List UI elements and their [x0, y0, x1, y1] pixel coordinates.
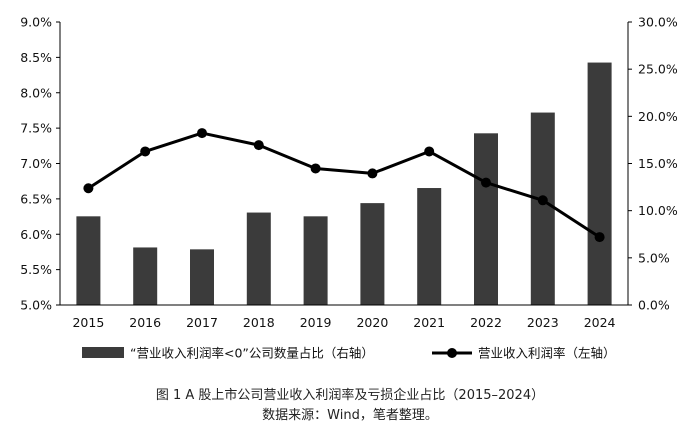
right-axis-tick-label: 5.0%	[638, 250, 670, 265]
x-axis-tick-label: 2015	[72, 315, 104, 330]
left-axis-tick-label: 7.0%	[20, 156, 52, 171]
line-point-2023	[537, 195, 548, 206]
line-point-2017	[197, 128, 207, 139]
line-point-2018	[253, 140, 264, 151]
line-point-2020	[367, 168, 378, 179]
bar-2018	[246, 212, 271, 305]
bar-2024	[587, 62, 612, 306]
left-axis-tick-label: 8.0%	[20, 85, 52, 100]
legend-bar-swatch	[82, 347, 124, 358]
x-axis-tick-label: 2016	[129, 315, 161, 330]
figure-source-note: 数据来源：Wind，笔者整理。	[262, 408, 438, 423]
figure-caption: 图 1 A 股上市公司营业收入利润率及亏损企业占比（2015–2024）	[155, 388, 545, 403]
bar-2016	[133, 247, 158, 305]
line-series-path	[87, 131, 601, 239]
right-axis-tick-label: 30.0%	[638, 15, 678, 30]
legend-line-label: 营业收入利润率（左轴）	[478, 346, 616, 361]
line-point-2015	[83, 183, 94, 194]
left-axis-tick-label: 5.5%	[20, 262, 52, 277]
left-axis-tick-label: 6.5%	[20, 191, 52, 206]
bar-2022	[474, 133, 498, 305]
x-axis-tick-label: 2018	[243, 315, 275, 330]
bar-2023	[530, 112, 555, 305]
line-point-2021	[424, 146, 435, 157]
bar-2020	[360, 203, 385, 305]
left-axis-tick-label: 8.5%	[20, 50, 52, 65]
bar-2021	[417, 188, 442, 305]
right-axis-tick-label: 20.0%	[638, 109, 678, 124]
x-axis-tick-label: 2024	[584, 315, 616, 330]
legend-line-marker	[447, 348, 457, 358]
line-point-2024	[594, 232, 605, 243]
line-point-2016	[140, 146, 151, 157]
line-point-2022	[481, 177, 491, 188]
x-axis-tick-label: 2020	[356, 315, 388, 330]
right-axis-tick-label: 15.0%	[638, 156, 678, 171]
bar-2019	[303, 216, 328, 305]
bar-2017	[190, 249, 214, 305]
x-axis-tick-label: 2021	[413, 315, 445, 330]
left-axis-tick-label: 7.5%	[20, 121, 52, 136]
line-point-2019	[310, 163, 321, 174]
right-axis-tick-label: 25.0%	[638, 62, 678, 77]
right-axis-tick-label: 0.0%	[638, 298, 670, 313]
left-axis-tick-label: 6.0%	[20, 227, 52, 242]
x-axis-tick-label: 2017	[186, 315, 218, 330]
right-axis-tick-label: 10.0%	[638, 203, 678, 218]
x-axis-tick-label: 2019	[300, 315, 332, 330]
x-axis-tick-label: 2022	[470, 315, 502, 330]
x-axis-tick-label: 2023	[527, 315, 559, 330]
left-axis-tick-label: 5.0%	[20, 298, 52, 313]
bar-2015	[76, 216, 101, 305]
legend-bar-label: “营业收入利润率<0”公司数量占比（右轴）	[130, 346, 374, 361]
left-axis-tick-label: 9.0%	[20, 15, 52, 30]
